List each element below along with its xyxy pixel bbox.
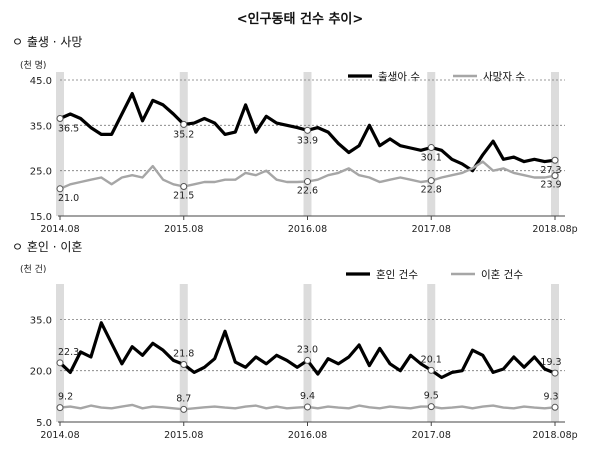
data-label: 21.8 (173, 349, 194, 360)
legend-label-1: 이혼 건수 (481, 268, 523, 281)
data-label: 35.2 (173, 129, 194, 140)
x-tick-label: 2015.08 (164, 430, 203, 441)
x-tick-label: 2016.08 (288, 430, 327, 441)
data-label: 22.8 (421, 185, 442, 196)
y-tick-label: 20.0 (30, 367, 52, 378)
y-tick-label: 45.0 (30, 76, 52, 87)
x-tick-label: 2017.08 (412, 430, 451, 441)
y-tick-label: 25.0 (30, 167, 52, 178)
legend-label-0: 출생아 수 (378, 71, 420, 83)
chart1-unit-label: (천 명) (20, 61, 47, 71)
y-tick-label: 5.0 (36, 418, 52, 429)
data-label: 22.3 (58, 347, 79, 358)
data-label: 22.6 (297, 186, 318, 197)
data-point-marker (56, 359, 64, 367)
data-label: 36.5 (58, 124, 79, 135)
data-label: 9.2 (58, 392, 73, 403)
highlight-band-4 (551, 284, 559, 422)
data-point-marker (551, 172, 559, 180)
data-point-marker (56, 115, 64, 123)
highlight-band-1 (179, 284, 188, 422)
data-label: 21.0 (58, 193, 79, 204)
y-tick-label: 35.0 (30, 121, 52, 132)
data-label: 23.0 (297, 344, 318, 355)
x-tick-label: 2014.08 (40, 224, 79, 235)
data-point-marker (180, 183, 188, 191)
data-point-marker (551, 403, 559, 411)
chart2-unit-label: (천 건) (20, 265, 47, 275)
data-point-marker (427, 366, 435, 374)
data-point-marker (304, 178, 311, 186)
section-heading-births-deaths: ㅇ 출생 · 사망 (12, 35, 83, 49)
x-tick-label: 2015.08 (164, 224, 203, 235)
marriages-divorces-chart: 5.0 20.0 35.0 2014.08 2015.08 2016.08 2017.08 2… (30, 268, 578, 441)
x-tick-label: 2014.08 (40, 430, 79, 441)
data-point-marker (427, 177, 435, 185)
highlight-band-2 (303, 284, 312, 422)
births-deaths-chart: 15.0 25.0 35.0 45.0 2014.08 2015.08 2016.08 201… (30, 71, 578, 235)
highlight-band-2 (303, 72, 312, 216)
page-title: <인구동태 건수 추이> (236, 12, 364, 27)
section-heading-marriages-divorces: ㅇ 혼인 · 이혼 (12, 240, 83, 254)
highlight-band-4 (551, 72, 559, 216)
data-label: 9.5 (424, 391, 439, 402)
data-label: 23.9 (540, 180, 561, 191)
x-tick-label: 2018.08p (532, 224, 577, 235)
data-label: 27.3 (540, 165, 561, 176)
data-point-marker (56, 404, 64, 412)
legend-label-1: 사망자 수 (483, 71, 525, 83)
highlight-band-1 (179, 72, 188, 216)
data-label: 8.7 (176, 393, 191, 404)
highlight-band-3 (427, 72, 436, 216)
highlight-band-0 (56, 72, 64, 216)
data-label: 33.9 (297, 135, 318, 146)
data-point-marker (180, 361, 188, 369)
y-tick-label: 15.0 (30, 212, 52, 223)
data-point-marker (427, 144, 435, 152)
data-label: 30.1 (421, 153, 442, 164)
data-point-marker (304, 356, 311, 364)
highlight-band-3 (427, 284, 436, 422)
data-point-marker (551, 156, 559, 164)
x-tick-label: 2018.08p (532, 430, 577, 441)
x-tick-label: 2016.08 (288, 224, 327, 235)
data-label: 21.5 (173, 191, 194, 202)
data-point-marker (56, 185, 64, 193)
data-label: 20.1 (421, 354, 442, 365)
x-tick-label: 2017.08 (412, 224, 451, 235)
data-point-marker (427, 403, 435, 411)
legend-label-0: 혼인 건수 (376, 268, 418, 281)
data-point-marker (551, 369, 559, 377)
data-point-marker (180, 405, 188, 413)
data-label: 9.3 (543, 391, 558, 402)
data-point-marker (304, 126, 311, 134)
data-point-marker (304, 403, 311, 411)
highlight-band-0 (56, 284, 64, 422)
y-tick-label: 35.0 (30, 315, 52, 326)
data-label: 19.3 (540, 357, 561, 368)
data-label: 9.4 (300, 391, 315, 402)
data-point-marker (180, 120, 188, 128)
